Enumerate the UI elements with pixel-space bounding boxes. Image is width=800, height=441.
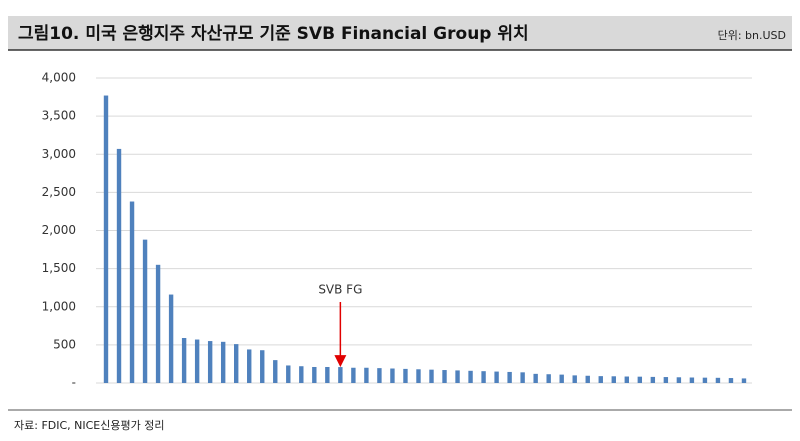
bar <box>533 373 538 383</box>
bar <box>585 375 590 383</box>
y-tick-label: 4,000 <box>42 71 76 85</box>
bar <box>220 341 226 383</box>
bar <box>194 339 200 383</box>
bar <box>468 370 473 383</box>
bar <box>559 374 564 383</box>
bar <box>168 294 174 383</box>
bar <box>403 368 408 383</box>
chart-title: 그림10. 미국 은행지주 자산규모 기준 SVB Financial Grou… <box>18 24 529 44</box>
bar <box>598 376 603 383</box>
bar <box>611 376 616 383</box>
bar <box>129 201 135 383</box>
bar <box>702 377 708 383</box>
bar <box>416 369 421 383</box>
source: 자료: FDIC, NICE신용평가 정리 <box>14 419 164 432</box>
bar <box>572 375 577 383</box>
bar <box>312 366 317 383</box>
y-tick-label: 2,500 <box>42 185 76 199</box>
bar <box>624 376 629 383</box>
bar <box>299 366 304 383</box>
bar <box>741 378 747 383</box>
unit-note: 단위: bn.USD <box>718 29 786 42</box>
bar <box>260 350 265 383</box>
y-tick-label: 3,000 <box>42 147 76 161</box>
bar <box>155 264 161 383</box>
bar <box>676 377 682 383</box>
bar <box>507 371 512 383</box>
bar <box>142 239 148 383</box>
bar <box>207 341 213 383</box>
bar <box>429 369 434 383</box>
bar <box>689 377 695 383</box>
y-tick-label: 1,500 <box>42 261 76 275</box>
bar <box>455 370 460 383</box>
bar <box>390 368 395 383</box>
y-tick-label: 500 <box>53 337 76 351</box>
y-tick-label: 2,000 <box>42 223 76 237</box>
bar <box>273 360 278 383</box>
bar <box>650 376 656 383</box>
bar <box>520 372 525 383</box>
bar <box>494 371 499 383</box>
y-tick-label: 3,500 <box>42 109 76 123</box>
bar <box>663 377 669 383</box>
bar <box>442 370 447 383</box>
annotation: SVB FG <box>318 283 362 297</box>
y-tick-label: - <box>72 376 76 390</box>
bar <box>116 148 122 383</box>
bar <box>715 377 721 383</box>
bar <box>247 349 252 383</box>
bar <box>377 368 382 383</box>
bar <box>481 371 486 383</box>
bar <box>286 365 291 383</box>
bar <box>546 374 551 383</box>
bar <box>364 367 369 383</box>
bar <box>728 378 734 383</box>
bar <box>181 338 187 383</box>
bar <box>234 344 239 383</box>
bar <box>637 376 643 383</box>
bar <box>351 367 356 383</box>
title-band <box>8 16 792 50</box>
bar <box>325 366 330 383</box>
bar <box>338 367 343 383</box>
y-tick-label: 1,000 <box>42 299 76 313</box>
bar <box>103 95 109 383</box>
